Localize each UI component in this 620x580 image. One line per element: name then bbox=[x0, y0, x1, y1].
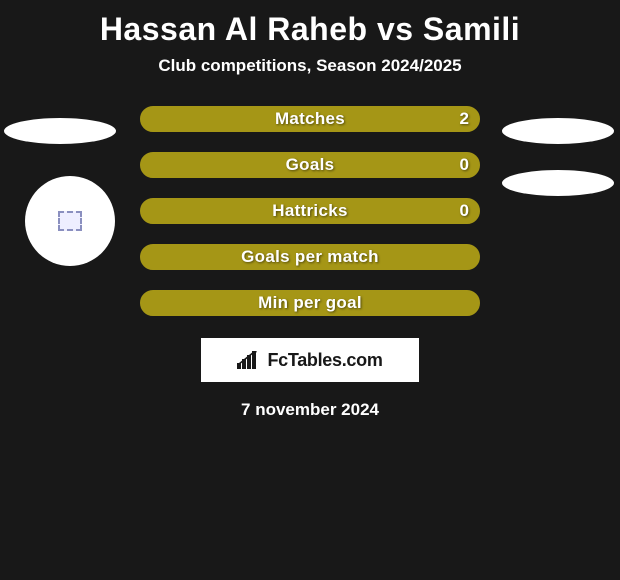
date-text: 7 november 2024 bbox=[0, 400, 620, 420]
stat-value-right: 0 bbox=[460, 155, 469, 175]
stat-label: Goals per match bbox=[241, 247, 379, 267]
stat-label: Goals bbox=[286, 155, 335, 175]
left-pill-column bbox=[4, 118, 118, 144]
stat-label: Matches bbox=[275, 109, 345, 129]
left-avatar bbox=[20, 186, 120, 256]
stat-row: Matches 2 bbox=[140, 106, 480, 132]
stat-value-right: 2 bbox=[460, 109, 469, 129]
page-title: Hassan Al Raheb vs Samili bbox=[0, 11, 620, 48]
side-pill bbox=[502, 118, 614, 144]
logo-text: FcTables.com bbox=[267, 350, 382, 371]
stat-value-right: 0 bbox=[460, 201, 469, 221]
side-pill bbox=[4, 118, 116, 144]
side-pill bbox=[502, 170, 614, 196]
stat-rows: Matches 2 Goals 0 Hattricks 0 Goals per match M… bbox=[140, 106, 480, 316]
subtitle: Club competitions, Season 2024/2025 bbox=[0, 56, 620, 76]
logo-bars-icon bbox=[237, 351, 261, 369]
stat-row: Hattricks 0 bbox=[140, 198, 480, 224]
shirt-icon bbox=[58, 211, 82, 231]
avatar-circle bbox=[25, 176, 115, 266]
comparison-infographic: Hassan Al Raheb vs Samili Club competiti… bbox=[0, 0, 620, 580]
stat-row: Goals per match bbox=[140, 244, 480, 270]
logo-box: FcTables.com bbox=[201, 338, 419, 382]
stat-row: Goals 0 bbox=[140, 152, 480, 178]
stat-label: Min per goal bbox=[258, 293, 362, 313]
stat-label: Hattricks bbox=[272, 201, 347, 221]
right-pill-column bbox=[502, 118, 616, 196]
stat-row: Min per goal bbox=[140, 290, 480, 316]
